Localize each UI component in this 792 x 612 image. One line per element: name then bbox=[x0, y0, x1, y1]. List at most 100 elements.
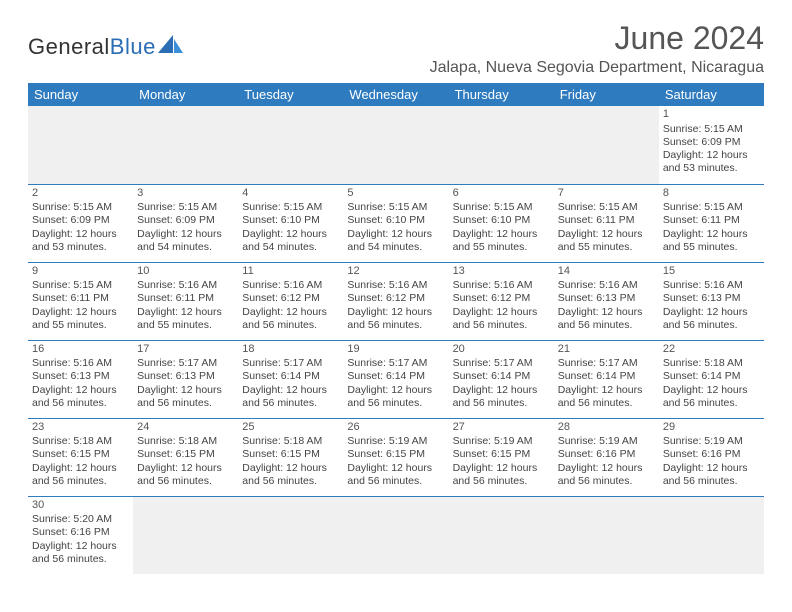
day-daylight1: Daylight: 12 hours bbox=[347, 306, 444, 319]
calendar-day: 24Sunrise: 5:18 AMSunset: 6:15 PMDayligh… bbox=[133, 418, 238, 496]
day-daylight1: Daylight: 12 hours bbox=[137, 228, 234, 241]
day-sunset: Sunset: 6:09 PM bbox=[32, 214, 129, 227]
day-daylight2: and 56 minutes. bbox=[32, 553, 129, 566]
day-daylight2: and 54 minutes. bbox=[347, 241, 444, 254]
day-daylight2: and 56 minutes. bbox=[663, 397, 760, 410]
day-daylight2: and 56 minutes. bbox=[32, 397, 129, 410]
day-number: 27 bbox=[453, 421, 550, 435]
day-number: 5 bbox=[347, 187, 444, 201]
day-daylight2: and 55 minutes. bbox=[663, 241, 760, 254]
day-sunrise: Sunrise: 5:16 AM bbox=[558, 279, 655, 292]
day-daylight2: and 56 minutes. bbox=[453, 319, 550, 332]
day-daylight1: Daylight: 12 hours bbox=[558, 306, 655, 319]
day-sunrise: Sunrise: 5:15 AM bbox=[347, 201, 444, 214]
day-daylight1: Daylight: 12 hours bbox=[32, 306, 129, 319]
header: GeneralBlue June 2024 Jalapa, Nueva Sego… bbox=[28, 20, 764, 77]
day-daylight1: Daylight: 12 hours bbox=[32, 540, 129, 553]
calendar-day: 18Sunrise: 5:17 AMSunset: 6:14 PMDayligh… bbox=[238, 340, 343, 418]
day-daylight2: and 56 minutes. bbox=[453, 397, 550, 410]
calendar-empty bbox=[133, 106, 238, 184]
weekday-header-row: Sunday Monday Tuesday Wednesday Thursday… bbox=[28, 83, 764, 106]
day-daylight1: Daylight: 12 hours bbox=[558, 228, 655, 241]
day-sunrise: Sunrise: 5:18 AM bbox=[242, 435, 339, 448]
day-number: 28 bbox=[558, 421, 655, 435]
day-sunset: Sunset: 6:16 PM bbox=[663, 448, 760, 461]
day-sunrise: Sunrise: 5:15 AM bbox=[558, 201, 655, 214]
day-number: 29 bbox=[663, 421, 760, 435]
day-sunrise: Sunrise: 5:17 AM bbox=[242, 357, 339, 370]
day-sunset: Sunset: 6:13 PM bbox=[32, 370, 129, 383]
day-sunrise: Sunrise: 5:15 AM bbox=[32, 201, 129, 214]
day-daylight2: and 55 minutes. bbox=[137, 319, 234, 332]
calendar-empty bbox=[238, 106, 343, 184]
day-sunrise: Sunrise: 5:15 AM bbox=[663, 123, 760, 136]
day-sunrise: Sunrise: 5:15 AM bbox=[453, 201, 550, 214]
day-number: 18 bbox=[242, 343, 339, 357]
calendar-day: 7Sunrise: 5:15 AMSunset: 6:11 PMDaylight… bbox=[554, 184, 659, 262]
day-number: 12 bbox=[347, 265, 444, 279]
calendar-day: 30Sunrise: 5:20 AMSunset: 6:16 PMDayligh… bbox=[28, 496, 133, 574]
calendar-empty bbox=[238, 496, 343, 574]
day-sunset: Sunset: 6:12 PM bbox=[347, 292, 444, 305]
day-daylight2: and 56 minutes. bbox=[137, 397, 234, 410]
calendar-row: 23Sunrise: 5:18 AMSunset: 6:15 PMDayligh… bbox=[28, 418, 764, 496]
day-sunrise: Sunrise: 5:19 AM bbox=[558, 435, 655, 448]
calendar-empty bbox=[343, 106, 448, 184]
calendar-day: 17Sunrise: 5:17 AMSunset: 6:13 PMDayligh… bbox=[133, 340, 238, 418]
day-sunrise: Sunrise: 5:16 AM bbox=[347, 279, 444, 292]
calendar-empty bbox=[659, 496, 764, 574]
day-number: 22 bbox=[663, 343, 760, 357]
day-sunrise: Sunrise: 5:16 AM bbox=[137, 279, 234, 292]
day-number: 24 bbox=[137, 421, 234, 435]
day-daylight1: Daylight: 12 hours bbox=[453, 384, 550, 397]
day-daylight1: Daylight: 12 hours bbox=[663, 384, 760, 397]
day-sunset: Sunset: 6:14 PM bbox=[242, 370, 339, 383]
calendar-day: 8Sunrise: 5:15 AMSunset: 6:11 PMDaylight… bbox=[659, 184, 764, 262]
day-daylight1: Daylight: 12 hours bbox=[137, 306, 234, 319]
day-number: 6 bbox=[453, 187, 550, 201]
day-daylight2: and 56 minutes. bbox=[347, 475, 444, 488]
calendar-empty bbox=[28, 106, 133, 184]
calendar-row: 16Sunrise: 5:16 AMSunset: 6:13 PMDayligh… bbox=[28, 340, 764, 418]
day-number: 21 bbox=[558, 343, 655, 357]
weekday-header: Wednesday bbox=[343, 83, 448, 106]
day-daylight1: Daylight: 12 hours bbox=[558, 462, 655, 475]
weekday-header: Tuesday bbox=[238, 83, 343, 106]
logo-text: GeneralBlue bbox=[28, 34, 156, 60]
day-daylight2: and 56 minutes. bbox=[347, 397, 444, 410]
logo-word1: General bbox=[28, 34, 110, 59]
day-number: 13 bbox=[453, 265, 550, 279]
day-daylight1: Daylight: 12 hours bbox=[242, 384, 339, 397]
day-number: 11 bbox=[242, 265, 339, 279]
calendar-day: 14Sunrise: 5:16 AMSunset: 6:13 PMDayligh… bbox=[554, 262, 659, 340]
day-sunset: Sunset: 6:16 PM bbox=[32, 526, 129, 539]
day-daylight1: Daylight: 12 hours bbox=[32, 462, 129, 475]
calendar-day: 20Sunrise: 5:17 AMSunset: 6:14 PMDayligh… bbox=[449, 340, 554, 418]
day-number: 23 bbox=[32, 421, 129, 435]
day-sunrise: Sunrise: 5:15 AM bbox=[32, 279, 129, 292]
calendar-day: 21Sunrise: 5:17 AMSunset: 6:14 PMDayligh… bbox=[554, 340, 659, 418]
calendar-body: 1Sunrise: 5:15 AMSunset: 6:09 PMDaylight… bbox=[28, 106, 764, 574]
day-sunset: Sunset: 6:14 PM bbox=[453, 370, 550, 383]
weekday-header: Saturday bbox=[659, 83, 764, 106]
day-daylight1: Daylight: 12 hours bbox=[242, 228, 339, 241]
day-sunset: Sunset: 6:10 PM bbox=[453, 214, 550, 227]
day-sunrise: Sunrise: 5:15 AM bbox=[137, 201, 234, 214]
calendar-day: 11Sunrise: 5:16 AMSunset: 6:12 PMDayligh… bbox=[238, 262, 343, 340]
calendar-empty bbox=[449, 496, 554, 574]
calendar-day: 28Sunrise: 5:19 AMSunset: 6:16 PMDayligh… bbox=[554, 418, 659, 496]
day-number: 25 bbox=[242, 421, 339, 435]
day-sunrise: Sunrise: 5:18 AM bbox=[32, 435, 129, 448]
day-daylight2: and 56 minutes. bbox=[347, 319, 444, 332]
calendar-day: 22Sunrise: 5:18 AMSunset: 6:14 PMDayligh… bbox=[659, 340, 764, 418]
day-sunset: Sunset: 6:13 PM bbox=[558, 292, 655, 305]
day-daylight1: Daylight: 12 hours bbox=[347, 384, 444, 397]
calendar-day: 6Sunrise: 5:15 AMSunset: 6:10 PMDaylight… bbox=[449, 184, 554, 262]
calendar-day: 2Sunrise: 5:15 AMSunset: 6:09 PMDaylight… bbox=[28, 184, 133, 262]
calendar-day: 26Sunrise: 5:19 AMSunset: 6:15 PMDayligh… bbox=[343, 418, 448, 496]
weekday-header: Friday bbox=[554, 83, 659, 106]
day-sunset: Sunset: 6:14 PM bbox=[558, 370, 655, 383]
calendar-day: 3Sunrise: 5:15 AMSunset: 6:09 PMDaylight… bbox=[133, 184, 238, 262]
title-block: June 2024 Jalapa, Nueva Segovia Departme… bbox=[430, 20, 764, 77]
calendar-day: 9Sunrise: 5:15 AMSunset: 6:11 PMDaylight… bbox=[28, 262, 133, 340]
